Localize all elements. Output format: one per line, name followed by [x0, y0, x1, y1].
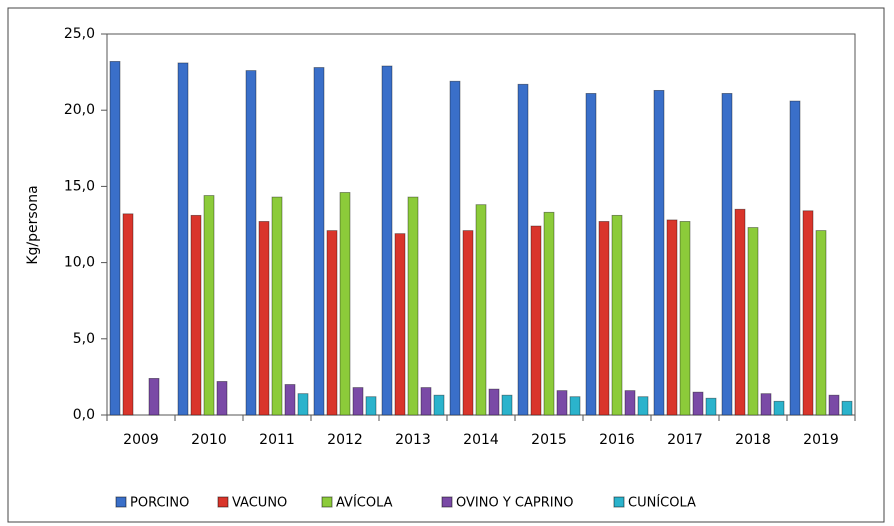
bar	[556, 390, 568, 416]
bar	[501, 394, 513, 416]
bar	[692, 391, 704, 416]
bar	[475, 204, 487, 416]
bar	[381, 65, 393, 416]
bar	[653, 89, 665, 416]
bar	[245, 70, 257, 416]
legend-label: CUNÍCOLA	[628, 495, 696, 511]
y-tick-label: 20,0	[64, 102, 95, 118]
bar	[271, 196, 283, 416]
bar	[624, 390, 636, 416]
bar	[407, 196, 419, 416]
y-axis-label: Kg/persona	[25, 185, 41, 264]
bar	[352, 387, 364, 416]
bar	[679, 221, 691, 416]
legend-swatch	[613, 496, 625, 508]
bar	[488, 388, 500, 416]
x-tick-label: 2011	[259, 432, 295, 448]
bar	[433, 394, 445, 416]
bar	[258, 221, 270, 416]
x-tick-label: 2010	[191, 432, 227, 448]
legend-swatch	[217, 496, 229, 508]
bar	[828, 394, 840, 416]
bar	[569, 396, 581, 416]
x-tick-label: 2013	[395, 432, 431, 448]
x-tick-label: 2016	[599, 432, 635, 448]
x-tick-label: 2017	[667, 432, 703, 448]
bar	[365, 396, 377, 416]
legend-label: PORCINO	[130, 496, 189, 511]
bar	[841, 400, 853, 416]
bar	[637, 396, 649, 416]
bar	[734, 208, 746, 416]
y-tick-label: 0,0	[73, 407, 95, 423]
bar	[611, 214, 623, 416]
bar	[802, 210, 814, 416]
bar	[190, 214, 202, 416]
bar	[449, 80, 461, 416]
bar	[420, 387, 432, 416]
bar	[297, 393, 309, 416]
y-tick-label: 5,0	[73, 331, 95, 347]
y-tick-label: 15,0	[64, 178, 95, 194]
bar	[598, 221, 610, 416]
bar	[517, 83, 529, 416]
bar	[543, 211, 555, 416]
bar	[109, 61, 121, 416]
bar	[705, 397, 717, 416]
bar	[122, 213, 134, 416]
legend-swatch	[321, 496, 333, 508]
legend-swatch	[115, 496, 127, 508]
bar	[284, 384, 296, 416]
bar	[394, 233, 406, 416]
y-tick-label: 25,0	[64, 26, 95, 42]
bar	[789, 100, 801, 416]
bar	[773, 400, 785, 416]
x-tick-label: 2019	[803, 432, 839, 448]
legend-label: VACUNO	[232, 496, 287, 511]
bar	[585, 93, 597, 416]
x-tick-label: 2018	[735, 432, 771, 448]
x-tick-label: 2009	[123, 432, 159, 448]
bar	[203, 195, 215, 416]
bar	[326, 230, 338, 416]
bar	[148, 378, 160, 416]
legend-label: OVINO Y CAPRINO	[456, 496, 574, 511]
x-tick-label: 2015	[531, 432, 567, 448]
bar	[747, 227, 759, 416]
bar	[313, 67, 325, 416]
x-tick-label: 2012	[327, 432, 363, 448]
bar	[666, 219, 678, 416]
bar	[177, 62, 189, 416]
y-tick-label: 10,0	[64, 255, 95, 271]
legend-label: AVÍCOLA	[336, 495, 393, 511]
x-tick-label: 2014	[463, 432, 499, 448]
bar	[216, 381, 228, 416]
bar	[815, 230, 827, 416]
bar	[721, 93, 733, 416]
bar	[462, 230, 474, 416]
bar	[760, 393, 772, 416]
legend-swatch	[441, 496, 453, 508]
bar	[530, 225, 542, 416]
bar	[339, 192, 351, 416]
